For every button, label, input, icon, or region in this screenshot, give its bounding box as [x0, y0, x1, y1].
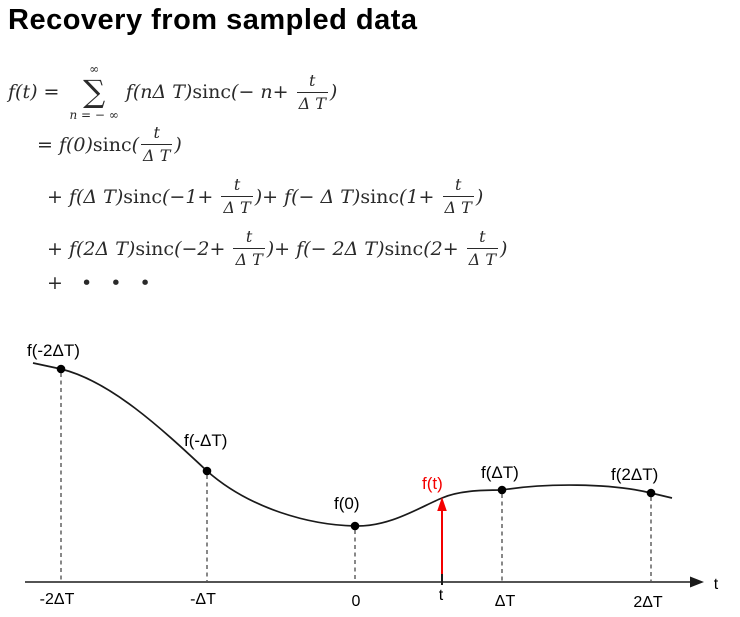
sinc-label: sinc — [135, 237, 175, 260]
fraction-numerator: t — [233, 175, 241, 194]
label-f-2dt: f(2ΔT) — [611, 465, 658, 484]
formula-close-paren: ) — [329, 81, 338, 104]
fraction-t-over-dt: t Δ T — [442, 175, 474, 217]
label-f-zero: f(0) — [334, 494, 360, 513]
formula-open-paren: ( — [131, 133, 140, 156]
formula-line-4: + f(2Δ T) sinc (−2+ t Δ T )+ f(− 2Δ T) s… — [47, 229, 507, 268]
fraction-t-over-dt: t Δ T — [233, 227, 265, 269]
fraction-denominator: Δ T — [444, 198, 472, 217]
fraction-denominator: Δ T — [143, 146, 171, 165]
fraction-bar — [296, 91, 328, 93]
axis-label-minus-2dt: -2ΔT — [40, 591, 75, 608]
sum-upper-limit: ∞ — [89, 62, 100, 76]
fraction-t-over-dt: t Δ T — [221, 175, 253, 217]
formula-open-paren: (−2+ — [174, 237, 232, 260]
fraction-denominator: Δ T — [298, 93, 326, 113]
formula-line-1: f(t) = ∞ ∑ n = − ∞ f(nΔ T) sinc (− n+ t … — [8, 62, 338, 122]
fraction-numerator: t — [309, 70, 316, 90]
fraction-bar — [233, 248, 265, 249]
sinc-label: sinc — [192, 81, 232, 104]
label-f-minus-2dt: f(-2ΔT) — [27, 341, 80, 360]
formula-term: f(nΔ T) — [125, 81, 193, 104]
formula-term: = f(0) — [37, 133, 93, 156]
formula-lhs: f(t) = — [8, 81, 66, 104]
sigma-icon: ∑ — [83, 74, 106, 111]
sinc-label: sinc — [123, 185, 162, 208]
fraction-bar — [141, 144, 173, 145]
formula-open-paren: (1+ — [399, 185, 441, 208]
fraction-numerator: t — [479, 227, 486, 246]
ellipsis-dots: + • • • — [47, 272, 157, 294]
ft-arrow — [437, 497, 447, 585]
axis-label-2dt: 2ΔT — [633, 594, 663, 611]
formula-term: + f(Δ T) — [47, 185, 124, 208]
sample-droplines — [60, 373, 652, 581]
sinc-label: sinc — [92, 133, 132, 156]
formula-term: )+ f(− 2Δ T) — [266, 237, 385, 260]
formula-close-paren: ) — [174, 133, 182, 156]
axis-label-zero: 0 — [352, 593, 361, 610]
fraction-denominator: Δ T — [223, 198, 251, 217]
sum-lower-limit: n = − ∞ — [69, 107, 119, 122]
formula-close-paren: ) — [475, 185, 484, 208]
label-f-minus-dt: f(-ΔT) — [184, 431, 227, 450]
sample-point — [202, 466, 212, 476]
fraction-t-over-dt: t Δ T — [296, 70, 328, 113]
fraction-t-over-dt: t Δ T — [141, 123, 173, 165]
axis-label-dt: ΔT — [495, 593, 516, 610]
axis-title-t: t — [714, 576, 719, 593]
fraction-denominator: Δ T — [468, 250, 496, 269]
fraction-numerator: t — [454, 175, 462, 194]
sample-point — [497, 485, 507, 495]
fraction-bar — [442, 196, 474, 197]
fraction-bar — [221, 196, 253, 197]
formula-line-3: + f(Δ T) sinc (−1+ t Δ T )+ f(− Δ T) sin… — [47, 177, 483, 216]
signal-curve — [32, 362, 673, 527]
ft-arrowhead-icon — [437, 497, 447, 511]
axis-label-minus-dt: -ΔT — [190, 591, 216, 608]
formula-line-5: + • • • — [47, 272, 157, 294]
sample-point — [646, 488, 656, 498]
axis-arrowhead-icon — [690, 576, 704, 588]
sample-point — [56, 364, 66, 374]
formula-open-paren: (− n+ — [231, 81, 295, 104]
sinc-label: sinc — [384, 237, 424, 260]
fraction-numerator: t — [153, 123, 160, 142]
fraction-numerator: t — [245, 227, 253, 246]
sinc-label: sinc — [360, 185, 400, 208]
page-title: Recovery from sampled data — [8, 4, 418, 36]
formula-term: )+ f(− Δ T) — [254, 185, 361, 208]
sample-points — [56, 364, 656, 531]
axis-label-t: t — [439, 587, 444, 604]
fraction-t-over-dt: t Δ T — [466, 227, 498, 269]
formula-close-paren: ) — [499, 237, 508, 260]
label-f-dt: f(ΔT) — [481, 463, 519, 482]
sample-point — [350, 521, 360, 531]
sampling-diagram: f(-2ΔT) f(-ΔT) f(0) f(t) f(ΔT) f(2ΔT) -2… — [25, 341, 719, 611]
formula-open-paren: (−1+ — [161, 185, 220, 208]
formula-line-2: = f(0) sinc ( t Δ T ) — [37, 125, 182, 164]
label-f-t: f(t) — [422, 474, 443, 493]
fraction-bar — [466, 248, 498, 249]
fraction-denominator: Δ T — [235, 250, 263, 269]
formula-term: + f(2Δ T) — [47, 237, 136, 260]
formula-open-paren: (2+ — [423, 237, 465, 260]
summation-symbol: ∞ ∑ n = − ∞ — [69, 62, 119, 122]
